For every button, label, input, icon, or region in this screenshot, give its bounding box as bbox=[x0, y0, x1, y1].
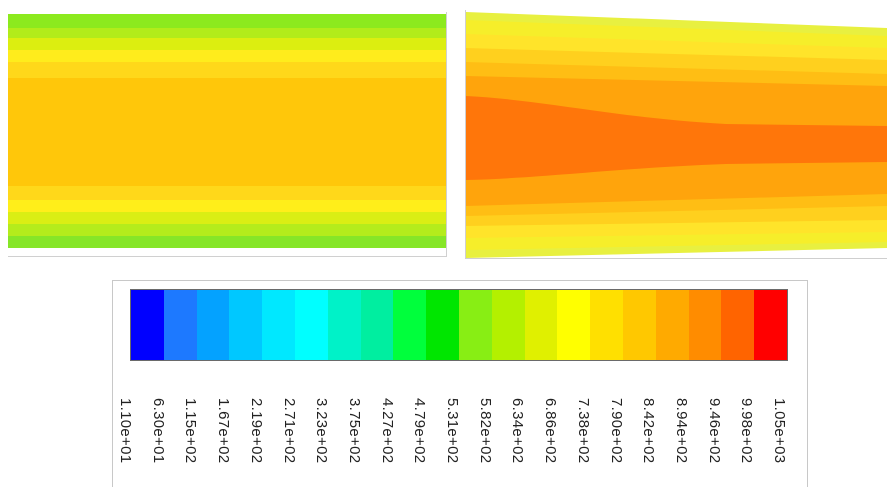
scale-tick-label: 3.23e+02 bbox=[313, 398, 336, 484]
scale-tick-text: 2.19e+02 bbox=[247, 398, 265, 464]
scale-tick-text: 5.82e+02 bbox=[476, 398, 494, 464]
color-swatch bbox=[229, 290, 263, 360]
scale-tick-label: 6.30e+01 bbox=[149, 398, 173, 484]
color-swatch bbox=[262, 290, 295, 360]
color-swatch bbox=[655, 290, 689, 360]
color-swatch bbox=[327, 290, 361, 360]
color-swatch bbox=[622, 290, 656, 360]
scale-tick-label: 5.31e+02 bbox=[444, 398, 467, 484]
scale-tick-label: 9.46e+02 bbox=[705, 398, 729, 484]
color-swatch bbox=[590, 290, 623, 360]
scale-tick-text: 3.23e+02 bbox=[313, 398, 331, 464]
scale-tick-label: 1.05e+03 bbox=[771, 398, 794, 484]
legend-panel bbox=[112, 280, 808, 487]
scale-tick-label: 2.19e+02 bbox=[247, 398, 271, 484]
color-swatch bbox=[491, 290, 525, 360]
scale-tick-text: 9.98e+02 bbox=[738, 398, 756, 464]
scale-tick-label: 7.38e+02 bbox=[574, 398, 598, 484]
color-swatch bbox=[131, 290, 164, 360]
color-swatch bbox=[196, 290, 230, 360]
scale-tick-label: 6.34e+02 bbox=[509, 398, 532, 484]
scale-tick-text: 2.71e+02 bbox=[280, 398, 298, 464]
scale-tick-label: 4.27e+02 bbox=[378, 398, 402, 484]
scale-tick-text: 8.42e+02 bbox=[640, 398, 658, 464]
scale-tick-label: 1.67e+02 bbox=[215, 398, 238, 484]
scale-tick-text: 4.27e+02 bbox=[378, 398, 396, 464]
scale-tick-text: 6.86e+02 bbox=[542, 398, 560, 464]
scale-tick-label: 2.71e+02 bbox=[280, 398, 304, 484]
color-swatch bbox=[557, 290, 591, 360]
color-swatch bbox=[524, 290, 558, 360]
scale-tick-text: 1.67e+02 bbox=[215, 398, 233, 464]
scale-tick-label: 9.98e+02 bbox=[738, 398, 761, 484]
contour-plot-right bbox=[465, 10, 887, 259]
scale-tick-label: 6.86e+02 bbox=[542, 398, 565, 484]
scale-tick-label: 3.75e+02 bbox=[345, 398, 369, 484]
scale-tick-text: 6.34e+02 bbox=[509, 398, 527, 464]
color-swatch bbox=[688, 290, 722, 360]
scale-tick-label: 7.90e+02 bbox=[607, 398, 631, 484]
scale-tick-text: 6.30e+01 bbox=[149, 398, 167, 464]
scale-tick-label: 1.10e+01 bbox=[117, 398, 140, 484]
scale-tick-text: 7.38e+02 bbox=[574, 398, 592, 464]
color-scale-bar bbox=[130, 289, 788, 361]
contour-plot-left bbox=[8, 12, 447, 257]
color-swatch bbox=[360, 290, 394, 360]
scale-tick-text: 8.94e+02 bbox=[672, 398, 690, 464]
scale-tick-label: 8.94e+02 bbox=[672, 398, 696, 484]
color-swatch bbox=[426, 290, 459, 360]
scale-tick-label: 1.15e+02 bbox=[182, 398, 205, 484]
scale-tick-text: 4.79e+02 bbox=[411, 398, 429, 464]
color-swatch bbox=[393, 290, 427, 360]
scale-tick-text: 1.05e+03 bbox=[771, 398, 788, 464]
scale-tick-label: 5.82e+02 bbox=[476, 398, 500, 484]
color-swatch bbox=[458, 290, 492, 360]
scale-tick-text: 3.75e+02 bbox=[345, 398, 363, 464]
contour-plot-right-graphic bbox=[466, 10, 887, 258]
scale-tick-label: 8.42e+02 bbox=[640, 398, 663, 484]
color-swatch bbox=[294, 290, 328, 360]
scale-tick-text: 5.31e+02 bbox=[444, 398, 461, 464]
scale-tick-label: 4.79e+02 bbox=[411, 398, 434, 484]
scale-tick-text: 9.46e+02 bbox=[705, 398, 723, 464]
scale-tick-text: 7.90e+02 bbox=[607, 398, 625, 464]
contour-plot-left-graphic bbox=[8, 12, 446, 256]
color-swatch bbox=[754, 290, 787, 360]
color-swatch bbox=[163, 290, 197, 360]
scale-tick-text: 1.15e+02 bbox=[182, 398, 200, 464]
scale-tick-text: 1.10e+01 bbox=[117, 398, 134, 464]
color-swatch bbox=[721, 290, 755, 360]
